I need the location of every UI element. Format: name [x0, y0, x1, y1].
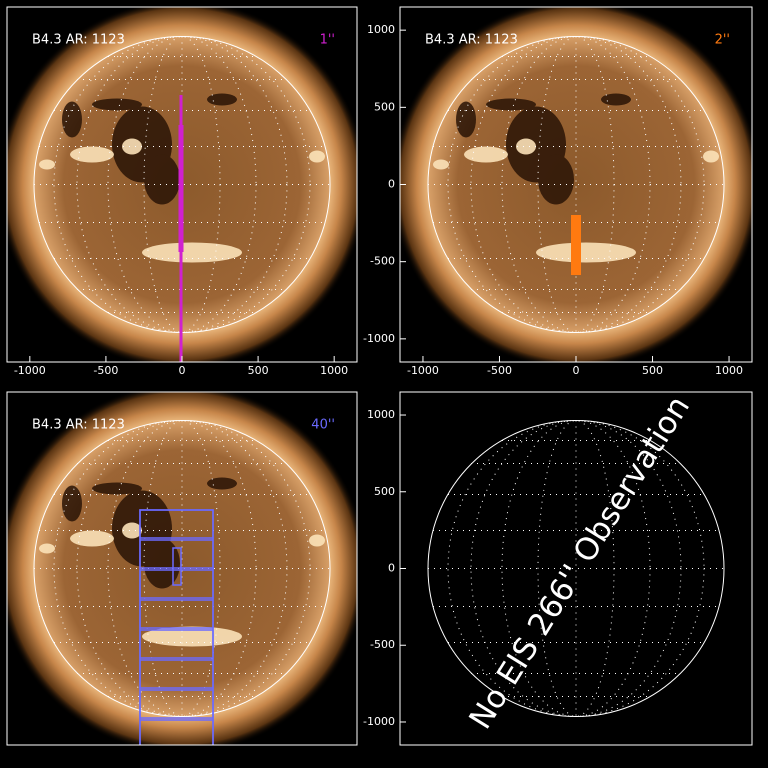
solar-limb: [427, 420, 725, 717]
x-tick-label: 500: [642, 364, 663, 377]
y-tick-label: 0: [388, 562, 395, 575]
slit-label: 40'': [311, 418, 335, 433]
slit-label: 1'': [320, 33, 335, 48]
x-tick-label: -500: [487, 364, 512, 377]
y-tick-label: -500: [370, 638, 395, 651]
y-tick-label: 500: [374, 100, 395, 113]
x-tick-label: 1000: [320, 364, 348, 377]
panel-title: B4.3 AR: 1123: [425, 33, 518, 48]
y-tick-label: -1000: [363, 332, 395, 345]
x-tick-label: 1000: [715, 364, 743, 377]
solar-limb: [427, 36, 725, 333]
x-tick-label: 0: [573, 364, 580, 377]
y-tick-label: 1000: [367, 408, 395, 421]
y-tick-label: -1000: [363, 715, 395, 728]
y-tick-label: 0: [388, 178, 395, 191]
x-tick-label: -500: [93, 364, 118, 377]
panel: B4.3 AR: 1123 40'': [7, 392, 357, 745]
slit: [571, 215, 581, 275]
y-tick-label: 1000: [367, 23, 395, 36]
raster-box: [172, 547, 182, 586]
y-tick-label: 500: [374, 485, 395, 498]
solar-limb: [33, 420, 331, 717]
y-tick-label: -500: [370, 255, 395, 268]
panel: B4.3 AR: 1123 1'': [7, 7, 357, 362]
panel: No EIS 266'' Observation: [400, 392, 752, 745]
x-tick-label: -1000: [14, 364, 46, 377]
panel-title: B4.3 AR: 1123: [32, 418, 125, 433]
panel-frame: [6, 391, 358, 746]
slit-label: 2'': [715, 33, 730, 48]
x-tick-label: 500: [248, 364, 269, 377]
panel: B4.3 AR: 1123 2'': [400, 7, 752, 362]
raster-box: [139, 509, 214, 745]
x-tick-label: 0: [179, 364, 186, 377]
x-tick-label: -1000: [407, 364, 439, 377]
panel-title: B4.3 AR: 1123: [32, 33, 125, 48]
